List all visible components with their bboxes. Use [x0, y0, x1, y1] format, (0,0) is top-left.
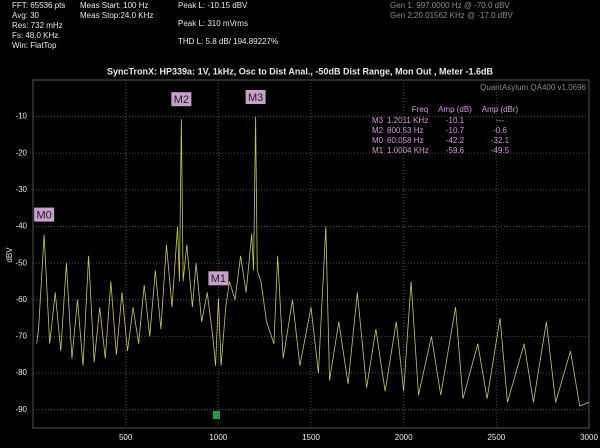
- marker-table-cell: -10.1: [446, 116, 465, 125]
- marker-table-header: Freq: [412, 105, 428, 114]
- marker-table-cell: M0: [372, 136, 384, 145]
- y-tick-label: -20: [15, 148, 27, 157]
- marker-table-cell: 1.2011 KHz: [387, 116, 428, 125]
- header-info: Avg: 30: [12, 11, 40, 20]
- x-tick-label: 2000: [395, 433, 413, 442]
- header-info: Meas Start: 100 Hz: [80, 1, 148, 10]
- marker-table-cell: -59.6: [446, 146, 465, 155]
- y-tick-label: -50: [15, 258, 27, 267]
- marker-table-cell: 60.058 Hz: [387, 136, 423, 145]
- marker-table-cell: M2: [372, 126, 384, 135]
- x-tick-label: 500: [119, 433, 133, 442]
- marker-label: M1: [211, 273, 226, 285]
- y-tick-label: -30: [15, 185, 27, 194]
- y-tick-label: -40: [15, 222, 27, 231]
- marker-table-cell: -32.1: [491, 136, 510, 145]
- chart-title: SyncTronX: HP339a: 1V, 1kHz, Osc to Dist…: [107, 66, 493, 76]
- x-tick-label: 3000: [580, 433, 598, 442]
- header-info: Gen 1: 997.0000 Hz @ -70.0 dBV: [390, 1, 510, 10]
- header-info: Win: FlatTop: [12, 41, 57, 50]
- header-info: Peak L: 310 mVrms: [178, 19, 248, 28]
- y-tick-label: -60: [15, 295, 27, 304]
- marker-box: [208, 271, 229, 286]
- y-tick-label: -70: [15, 332, 27, 341]
- x-tick-label: 2500: [487, 433, 505, 442]
- marker-table-cell: M1: [372, 146, 384, 155]
- header-info: Res: 732 mHz: [12, 21, 63, 30]
- y-tick-label: -90: [15, 405, 27, 414]
- y-axis-label: dBV: [5, 247, 14, 263]
- marker-table-header: Amp (dBr): [482, 105, 519, 114]
- header-info: Meas Stop:24.0 KHz: [80, 11, 153, 20]
- marker-box: [245, 89, 266, 104]
- header-info: THD L: 5.8 dB/ 194.89227%: [178, 37, 278, 46]
- marker-table-cell: M3: [372, 116, 384, 125]
- marker-table-cell: 800.53 Hz: [387, 126, 423, 135]
- marker-table-header: Amp (dB): [438, 105, 472, 114]
- y-tick-label: -80: [15, 368, 27, 377]
- marker-label: M3: [248, 92, 263, 104]
- marker-table-cell: -42.2: [446, 136, 465, 145]
- marker-box: [171, 92, 192, 107]
- marker-table-cell: 1.0004 KHz: [387, 146, 429, 155]
- x-tick-label: 1000: [209, 433, 227, 442]
- marker-label: M0: [36, 209, 51, 221]
- watermark: QuantAsylum QA400 v1.0696: [480, 83, 586, 92]
- marker-table-cell: -49.5: [491, 146, 510, 155]
- header-info: FFT: 65536 pts: [12, 1, 65, 10]
- marker-label: M2: [174, 94, 189, 106]
- header-info: Fs: 48.0 KHz: [12, 31, 58, 40]
- marker-table-cell: -10.7: [446, 126, 465, 135]
- marker-table-cell: -0.6: [493, 126, 507, 135]
- marker-box: [34, 207, 55, 222]
- y-tick-label: -10: [15, 112, 27, 121]
- header-info: Gen 2:20.01562 KHz @ -17.0 dBV: [390, 11, 514, 20]
- generator-marker: [213, 411, 220, 419]
- marker-table-cell: ---: [496, 116, 504, 125]
- spectrum-trace: [36, 116, 590, 407]
- x-tick-label: 1500: [302, 433, 320, 442]
- header-info: Peak L: -10.15 dBV: [178, 1, 248, 10]
